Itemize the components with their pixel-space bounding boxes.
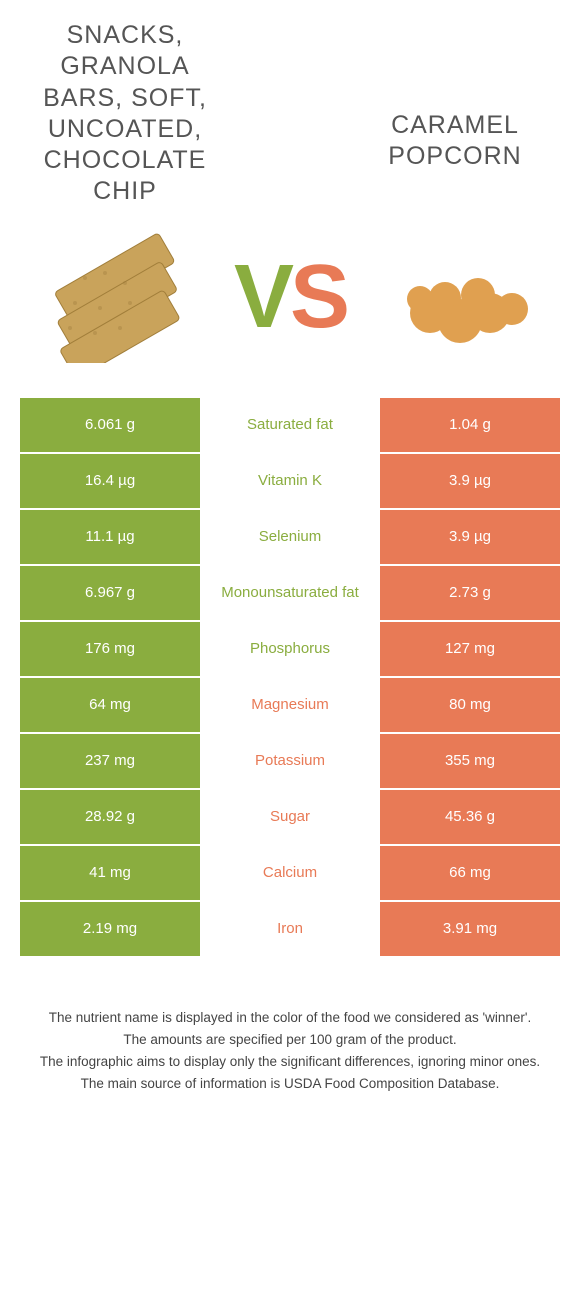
image-row: V S [20, 228, 560, 368]
left-value: 28.92 g [20, 790, 200, 844]
right-value: 3.9 µg [380, 510, 560, 564]
left-value: 16.4 µg [20, 454, 200, 508]
table-row: 237 mgPotassium355 mg [20, 734, 560, 790]
vs-s: S [290, 246, 346, 349]
table-row: 6.061 gSaturated fat1.04 g [20, 398, 560, 454]
right-value: 127 mg [380, 622, 560, 676]
right-value: 66 mg [380, 846, 560, 900]
table-row: 2.19 mgIron3.91 mg [20, 902, 560, 958]
table-row: 16.4 µgVitamin K3.9 µg [20, 454, 560, 510]
infographic-container: Snacks, granola bars, soft, uncoated, ch… [0, 0, 580, 1095]
left-food-image [30, 228, 200, 368]
left-value: 6.967 g [20, 566, 200, 620]
footer-notes: The nutrient name is displayed in the co… [20, 1008, 560, 1095]
right-value: 355 mg [380, 734, 560, 788]
nutrient-name: Potassium [200, 734, 380, 788]
nutrient-name: Saturated fat [200, 398, 380, 452]
right-value: 1.04 g [380, 398, 560, 452]
nutrient-name: Sugar [200, 790, 380, 844]
nutrient-name: Magnesium [200, 678, 380, 732]
right-value: 45.36 g [380, 790, 560, 844]
footer-line: The amounts are specified per 100 gram o… [30, 1030, 550, 1050]
right-value: 3.91 mg [380, 902, 560, 956]
table-row: 11.1 µgSelenium3.9 µg [20, 510, 560, 566]
nutrient-name: Iron [200, 902, 380, 956]
right-value: 3.9 µg [380, 454, 560, 508]
right-value: 2.73 g [380, 566, 560, 620]
footer-line: The infographic aims to display only the… [30, 1052, 550, 1072]
caramel-popcorn-icon [390, 243, 540, 353]
left-value: 237 mg [20, 734, 200, 788]
nutrient-name: Selenium [200, 510, 380, 564]
table-row: 6.967 gMonounsaturated fat2.73 g [20, 566, 560, 622]
right-food-image [380, 228, 550, 368]
left-value: 2.19 mg [20, 902, 200, 956]
left-value: 6.061 g [20, 398, 200, 452]
header: Snacks, granola bars, soft, uncoated, ch… [20, 20, 560, 208]
left-value: 64 mg [20, 678, 200, 732]
footer-line: The main source of information is USDA F… [30, 1074, 550, 1094]
left-value: 176 mg [20, 622, 200, 676]
nutrient-name: Vitamin K [200, 454, 380, 508]
nutrient-name: Phosphorus [200, 622, 380, 676]
left-value: 41 mg [20, 846, 200, 900]
granola-bar-icon [35, 233, 195, 363]
vs-v: V [234, 246, 290, 349]
right-food-title: Caramel popcorn [350, 110, 560, 173]
left-value: 11.1 µg [20, 510, 200, 564]
table-row: 28.92 gSugar45.36 g [20, 790, 560, 846]
footer-line: The nutrient name is displayed in the co… [30, 1008, 550, 1028]
table-row: 41 mgCalcium66 mg [20, 846, 560, 902]
vs-label: V S [234, 246, 346, 349]
nutrient-table: 6.061 gSaturated fat1.04 g16.4 µgVitamin… [20, 398, 560, 958]
nutrient-name: Monounsaturated fat [200, 566, 380, 620]
right-value: 80 mg [380, 678, 560, 732]
table-row: 64 mgMagnesium80 mg [20, 678, 560, 734]
table-row: 176 mgPhosphorus127 mg [20, 622, 560, 678]
nutrient-name: Calcium [200, 846, 380, 900]
left-food-title: Snacks, granola bars, soft, uncoated, ch… [20, 20, 230, 208]
